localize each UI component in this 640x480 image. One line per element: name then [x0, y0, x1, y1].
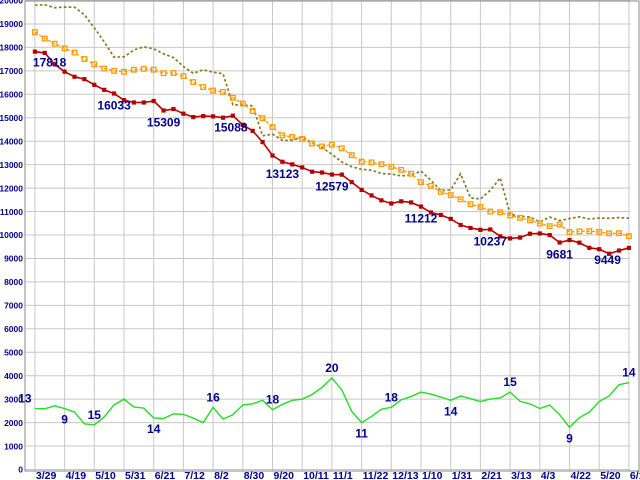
svg-text:18: 18: [266, 393, 280, 407]
svg-text:8000: 8000: [4, 277, 23, 287]
svg-text:12000: 12000: [0, 183, 23, 193]
svg-text:6000: 6000: [4, 324, 23, 334]
svg-text:20000: 20000: [0, 0, 23, 6]
svg-text:17818: 17818: [33, 56, 67, 70]
svg-text:10000: 10000: [0, 230, 23, 240]
svg-text:15: 15: [503, 375, 517, 389]
svg-text:14: 14: [147, 422, 161, 436]
svg-text:15000: 15000: [0, 113, 23, 123]
svg-text:15309: 15309: [147, 116, 181, 130]
svg-text:8/30: 8/30: [244, 470, 265, 480]
svg-text:7/12: 7/12: [184, 470, 205, 480]
svg-text:5/10: 5/10: [95, 470, 116, 480]
svg-text:4/3: 4/3: [541, 470, 556, 480]
svg-text:20: 20: [325, 361, 339, 375]
svg-text:8/2: 8/2: [214, 470, 229, 480]
svg-text:18000: 18000: [0, 43, 23, 53]
svg-text:16033: 16033: [97, 99, 131, 113]
svg-text:1/31: 1/31: [452, 470, 473, 480]
svg-text:13: 13: [18, 392, 32, 406]
svg-text:11/22: 11/22: [363, 470, 389, 480]
svg-text:1000: 1000: [4, 441, 23, 451]
svg-text:13123: 13123: [266, 167, 300, 181]
svg-text:2000: 2000: [4, 418, 23, 428]
svg-text:4000: 4000: [4, 371, 23, 381]
svg-text:15: 15: [88, 408, 102, 422]
svg-text:11/1: 11/1: [333, 470, 353, 480]
svg-text:9449: 9449: [594, 253, 621, 267]
svg-text:3/13: 3/13: [511, 470, 532, 480]
svg-text:11212: 11212: [405, 212, 438, 226]
svg-text:9000: 9000: [4, 254, 23, 264]
svg-text:11: 11: [355, 427, 368, 441]
svg-text:16: 16: [206, 390, 220, 404]
svg-text:11000: 11000: [0, 207, 23, 217]
svg-text:15088: 15088: [214, 121, 248, 135]
svg-text:10237: 10237: [474, 234, 508, 248]
svg-text:12/13: 12/13: [392, 470, 418, 480]
svg-text:16000: 16000: [0, 90, 23, 100]
svg-text:3/29: 3/29: [36, 470, 57, 480]
svg-text:6/21: 6/21: [155, 470, 176, 480]
svg-text:2/21: 2/21: [481, 470, 502, 480]
svg-text:0: 0: [18, 465, 23, 475]
svg-text:5/20: 5/20: [600, 470, 621, 480]
svg-text:6/10: 6/10: [630, 470, 640, 480]
svg-text:10/11: 10/11: [303, 470, 329, 480]
svg-text:4/22: 4/22: [571, 470, 592, 480]
svg-text:4/19: 4/19: [66, 470, 87, 480]
svg-text:5/31: 5/31: [125, 470, 146, 480]
svg-text:9681: 9681: [546, 248, 573, 262]
svg-text:18: 18: [385, 390, 399, 404]
svg-text:9: 9: [61, 413, 68, 427]
svg-text:7000: 7000: [4, 301, 23, 311]
svg-text:12579: 12579: [315, 180, 349, 194]
svg-text:14000: 14000: [0, 136, 23, 146]
svg-text:17000: 17000: [0, 66, 23, 76]
svg-text:1/10: 1/10: [422, 470, 443, 480]
svg-text:9/20: 9/20: [274, 470, 295, 480]
svg-text:14: 14: [622, 366, 636, 380]
svg-text:13000: 13000: [0, 160, 23, 170]
svg-text:5000: 5000: [4, 347, 23, 357]
svg-text:19000: 19000: [0, 19, 23, 29]
svg-text:9: 9: [566, 431, 573, 445]
svg-text:14: 14: [444, 404, 458, 418]
